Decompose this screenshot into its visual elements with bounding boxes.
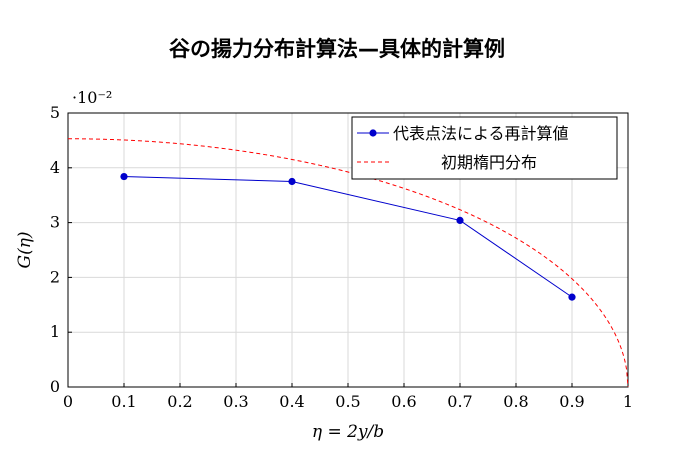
x-tick-label: 0 (63, 392, 73, 411)
series-recalc-point (456, 216, 464, 225)
series-elliptic-line (68, 138, 629, 388)
chart-title: 谷の揚力分布計算法—具体的計算例 (169, 37, 505, 61)
x-axis-label: η = 2y/b (312, 422, 384, 442)
series-recalc-point (288, 177, 296, 186)
series-layer (68, 138, 629, 388)
y-tick-label: 2 (50, 267, 60, 286)
x-tick-label: 0.7 (447, 392, 472, 411)
x-tick-label: 0.6 (391, 392, 416, 411)
y-axis-label: G(η) (15, 231, 35, 268)
legend: 代表点法による再計算値 初期楕円分布 (351, 116, 618, 180)
y-tick-label: 5 (50, 103, 60, 122)
series-recalc-line (123, 176, 573, 298)
x-tick-label: 1 (623, 392, 633, 411)
legend-marker-series-1 (369, 129, 377, 137)
x-tick-label: 0.8 (503, 392, 528, 411)
legend-box (351, 116, 618, 180)
x-tick-label: 0.3 (223, 392, 248, 411)
y-tick-label: 1 (50, 322, 60, 341)
x-tick-label: 0.1 (111, 392, 136, 411)
y-multiplier: ·10⁻² (72, 88, 112, 107)
y-ticks: 0 1 2 3 4 5 (50, 103, 72, 396)
x-tick-label: 0.5 (335, 392, 360, 411)
y-tick-label: 3 (50, 213, 60, 232)
x-tick-label: 0.2 (167, 392, 192, 411)
x-ticks: 0 0.1 0.2 0.3 0.4 0.5 0.6 0.7 0.8 0.9 1 (63, 383, 633, 411)
y-tick-label: 0 (50, 377, 60, 396)
legend-label-series-2: 初期楕円分布 (441, 153, 537, 172)
series-recalc-point (120, 172, 128, 181)
series-recalc-point (568, 293, 576, 301)
x-tick-label: 0.9 (559, 392, 584, 411)
legend-label-series-1: 代表点法による再計算値 (393, 124, 569, 143)
x-tick-label: 0.4 (279, 392, 304, 411)
y-tick-label: 4 (50, 158, 60, 177)
